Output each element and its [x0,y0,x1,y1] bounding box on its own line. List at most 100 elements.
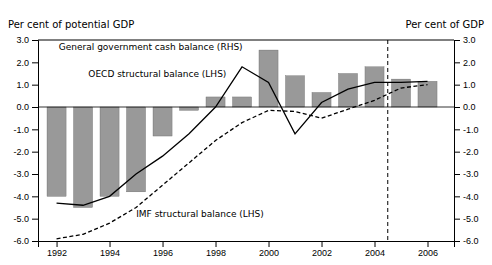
line [57,85,428,239]
bar [47,107,66,196]
tick-mark [32,174,38,175]
tick: -4.0 [454,192,479,202]
tick-label: -6.0 [13,236,29,246]
bar [74,107,93,208]
y-axis-title: Per cent of potential GDP [8,19,134,30]
chart: 1992 1994 1996 1998 2000 2002 2004 2006 -6.0 -5.0… [0,0,492,265]
tick: -3.0 [13,169,38,179]
tick-label: -4.0 [463,192,479,202]
tick-mark [454,196,460,197]
tick-label: 1992 [47,248,67,258]
tick-mark [454,107,460,108]
tick-label: 2002 [312,248,332,258]
reference-line [38,107,454,108]
tick-mark [454,174,460,175]
tick-label: 3.0 [463,35,476,45]
tick-label: 2006 [418,248,438,258]
tick: -6.0 [13,236,38,246]
reference-line [387,40,388,241]
tick: 2000 [259,241,279,258]
tick-mark [454,219,460,220]
tick: 2004 [365,241,385,258]
tick-mark [216,241,217,247]
tick-label: 3.0 [16,35,29,45]
tick-mark [454,129,460,130]
tick: 1994 [100,241,120,258]
tick-label: 1998 [206,248,226,258]
tick-mark [32,62,38,63]
axis-line [32,41,39,242]
tick-label: 1.0 [463,80,476,90]
tick-label: -6.0 [463,236,479,246]
tick-label: 2004 [365,248,385,258]
axis-line [455,41,461,242]
bar [285,76,304,107]
frame [38,40,454,41]
tick: -4.0 [13,192,38,202]
y2-axis: -6.0-5.0-4.0-3.0-2.0-1.00.01.02.03.0 [454,35,479,246]
tick-label: 1.0 [16,80,29,90]
tick: -2.0 [454,147,479,157]
tick: 1996 [153,241,173,258]
tick-mark [454,40,460,41]
tick-mark [32,196,38,197]
tick-label: -2.0 [463,147,479,157]
bar [179,107,198,110]
tick-mark [163,241,164,247]
tick: 2.0 [454,58,476,68]
tick-label: 1994 [100,248,120,258]
bars [47,50,437,207]
tick-mark [454,152,460,153]
tick: -5.0 [13,214,38,224]
tick: 2002 [312,241,332,258]
tick: -1.0 [13,125,38,135]
tick-mark [32,85,38,86]
series-label: IMF structural balance (LHS) [136,209,264,219]
tick-mark [32,40,38,41]
bar [206,97,225,107]
bar [232,97,251,107]
tick-mark [454,62,460,63]
tick: 2006 [418,241,438,258]
tick: 1998 [206,241,226,258]
tick-label: 1996 [153,248,173,258]
tick-mark [428,241,429,247]
y2-axis-title: Per cent of GDP [405,19,484,30]
tick-mark [454,241,460,242]
tick-label: 2.0 [16,58,29,68]
y-axis: -6.0 -5.0 -4.0 -3.0 -2.0 -1.0 0.0 1.0 2.0 3.0 [13,35,38,246]
plot: 1992 1994 1996 1998 2000 2002 2004 2006 -6.0 -5.0… [13,35,478,258]
tick-mark [32,219,38,220]
tick-mark [57,241,58,247]
tick-label: -1.0 [13,125,29,135]
tick: 0.0 [454,102,476,112]
tick-label: 0.0 [16,102,29,112]
tick: 1.0 [16,80,38,90]
series-label: OECD structural balance (LHS) [88,69,226,79]
tick-mark [322,241,323,247]
tick-label: 2.0 [463,58,476,68]
bar [153,107,172,136]
tick: 1992 [47,241,67,258]
tick-mark [454,85,460,86]
tick: 1.0 [454,80,476,90]
tick: 3.0 [454,35,476,45]
tick: 3.0 [16,35,38,45]
tick: -5.0 [454,214,479,224]
tick-label: -3.0 [13,169,29,179]
tick: -6.0 [454,236,479,246]
bar [391,79,410,107]
bar [338,74,357,108]
axis-line [39,242,455,248]
tick-label: 2000 [259,248,279,258]
tick-label: 0.0 [463,102,476,112]
tick: -2.0 [13,147,38,157]
series-label: General government cash balance (RHS) [59,42,243,52]
tick-label: -5.0 [13,214,29,224]
bar [100,107,119,196]
tick-mark [110,241,111,247]
tick-mark [375,241,376,247]
tick-label: -5.0 [463,214,479,224]
x-axis: 1992 1994 1996 1998 2000 2002 2004 2006 [39,241,455,258]
tick-mark [32,107,38,108]
